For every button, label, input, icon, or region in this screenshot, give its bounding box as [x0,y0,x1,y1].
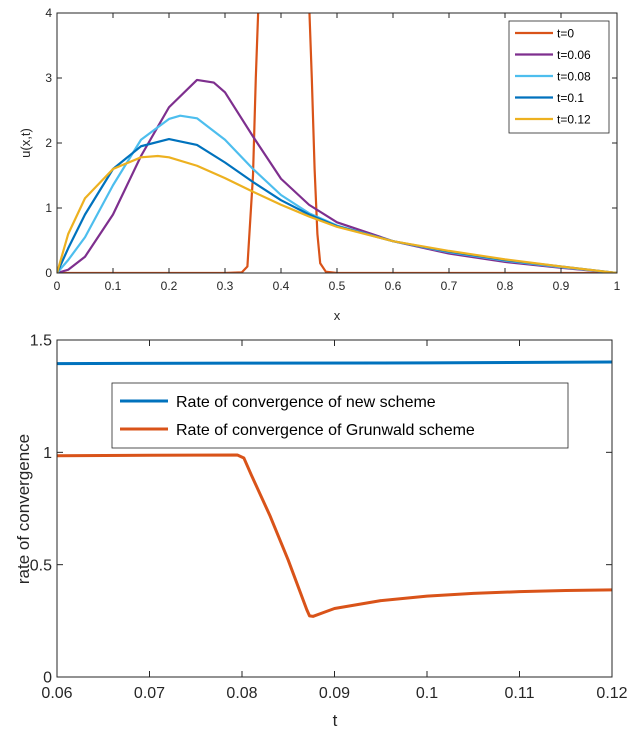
top-y-tick-label: 2 [45,136,52,150]
bottom-x-tick-label: 0.1 [416,685,438,702]
top-x-ticks: 0 0.1 0.2 0.3 0.4 0.5 0.6 0.7 0.8 0.9 1 [54,13,621,293]
top-x-axis-label: x [334,308,341,323]
top-legend-label-5: t=0.12 [557,112,591,126]
bottom-legend-label-1: Rate of convergence of new scheme [176,394,436,411]
top-x-tick-label: 0.7 [441,279,458,293]
top-y-tick-label: 1 [45,201,52,215]
bottom-legend-label-2: Rate of convergence of Grunwald scheme [176,422,475,439]
bottom-legend-box [111,382,569,449]
top-y-axis-label: u(x,t) [18,128,33,158]
top-y-tick-label: 3 [45,71,52,85]
top-chart: 0 0.1 0.2 0.3 0.4 0.5 0.6 0.7 0.8 0.9 1 0 1 2 3 4 x u(… [18,6,621,323]
bottom-x-tick-label: 0.08 [226,685,257,702]
top-legend-label-3: t=0.08 [557,69,591,83]
top-x-tick-label: 1 [614,279,621,293]
bottom-x-tick-label: 0.11 [505,685,535,702]
top-series-line-1 [57,13,617,273]
bottom-y-tick-label: 0.5 [30,557,52,574]
bottom-y-tick-label: 1 [43,445,52,462]
bottom-x-axis-label: t [333,711,338,730]
bottom-x-tick-label: 0.06 [41,685,72,702]
bottom-y-axis-label: rate of convergence [14,434,33,584]
bottom-series-line-2 [57,453,612,618]
bottom-series-group [57,360,612,618]
bottom-legend: Rate of convergence of new scheme Rate of… [111,382,569,449]
bottom-y-ticks: 0 0.5 1 1.5 [30,333,612,687]
top-y-tick-label: 4 [45,6,52,20]
top-legend-label-1: t=0 [557,26,574,40]
bottom-x-tick-label: 0.12 [596,685,627,702]
bottom-y-tick-label: 0 [43,670,52,687]
bottom-chart: 0.06 0.07 0.08 0.09 0.1 0.11 0.12 0 0.5 1 1.5 t r… [14,333,628,730]
bottom-series-line-1 [57,360,612,366]
top-x-tick-label: 0.5 [329,279,346,293]
top-legend-label-2: t=0.06 [557,48,591,62]
top-x-tick-label: 0.4 [273,279,290,293]
top-x-tick-label: 0.9 [553,279,570,293]
bottom-y-tick-label: 1.5 [30,333,52,350]
top-x-tick-label: 0 [54,279,61,293]
top-series-line-5 [57,154,617,273]
bottom-x-ticks: 0.06 0.07 0.08 0.09 0.1 0.11 0.12 [41,340,628,702]
top-series-line-2 [57,78,617,273]
top-x-tick-label: 0.6 [385,279,402,293]
top-series-group [57,13,617,273]
top-legend-label-4: t=0.1 [557,91,584,105]
top-x-tick-label: 0.2 [161,279,178,293]
top-x-tick-label: 0.3 [217,279,234,293]
bottom-x-tick-label: 0.09 [319,685,350,702]
top-legend: t=0 t=0.06 t=0.08 t=0.1 t=0.12 [508,20,610,134]
top-y-ticks: 0 1 2 3 4 [45,6,617,280]
top-x-tick-label: 0.1 [105,279,122,293]
top-y-tick-label: 0 [45,266,52,280]
top-x-tick-label: 0.8 [497,279,514,293]
bottom-x-tick-label: 0.07 [134,685,165,702]
